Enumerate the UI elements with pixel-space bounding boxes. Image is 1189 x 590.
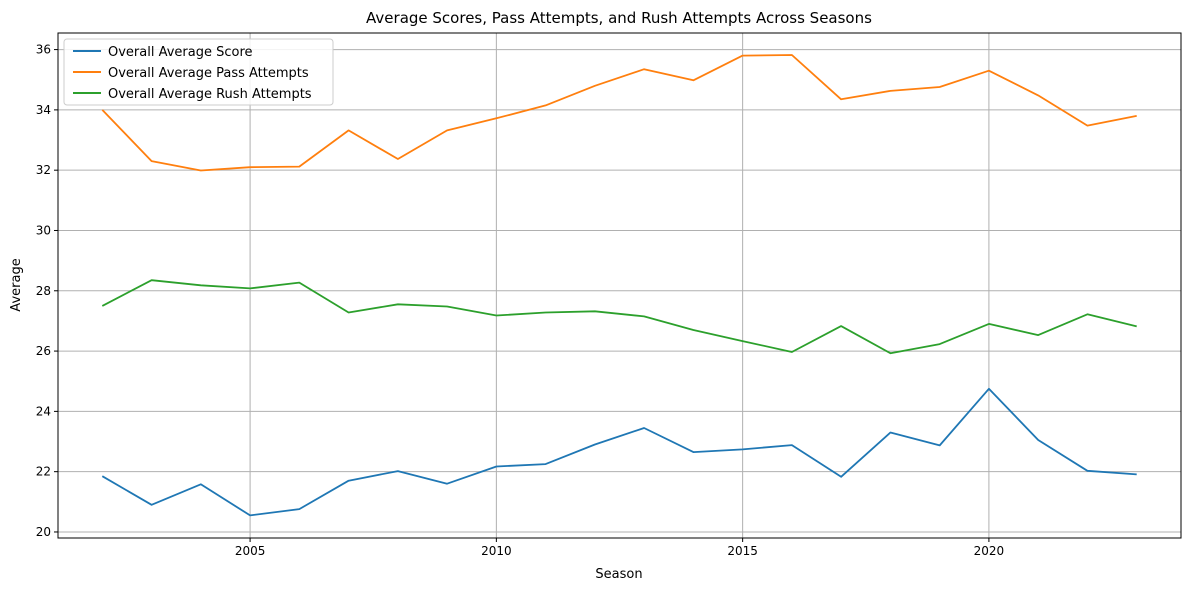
x-tick-label: 2015 bbox=[727, 544, 758, 558]
plot-frame bbox=[57, 32, 1182, 539]
x-axis-ticks: 2005 2010 2015 2020 bbox=[235, 538, 1004, 558]
x-tick-label: 2020 bbox=[974, 544, 1005, 558]
y-tick-label: 22 bbox=[36, 465, 51, 479]
y-tick-label: 36 bbox=[36, 43, 51, 57]
legend: Overall Average Score Overall Average Pa… bbox=[63, 38, 334, 106]
legend-label-rush-attempts: Overall Average Rush Attempts bbox=[108, 87, 312, 102]
legend-box bbox=[63, 38, 334, 106]
grid-layer bbox=[58, 33, 1181, 538]
y-tick-label: 20 bbox=[36, 525, 51, 539]
y-tick-label: 34 bbox=[36, 103, 51, 117]
x-tick-label: 2010 bbox=[481, 544, 512, 558]
series-layer bbox=[101, 54, 1137, 517]
y-tick-label: 24 bbox=[36, 404, 51, 418]
x-axis-label: Season bbox=[595, 567, 642, 582]
y-axis-label: Average bbox=[9, 258, 24, 311]
legend-label-score: Overall Average Score bbox=[108, 45, 253, 60]
y-tick-label: 32 bbox=[36, 163, 51, 177]
y-tick-label: 26 bbox=[36, 344, 51, 358]
chart-title: Average Scores, Pass Attempts, and Rush … bbox=[366, 9, 872, 27]
legend-label-pass-attempts: Overall Average Pass Attempts bbox=[108, 66, 309, 81]
series-line-rush-attempts bbox=[101, 279, 1137, 355]
x-tick-label: 2005 bbox=[235, 544, 266, 558]
y-tick-label: 30 bbox=[36, 223, 51, 237]
y-axis-ticks: 20 22 24 26 28 30 32 34 36 bbox=[36, 43, 58, 539]
y-tick-label: 28 bbox=[36, 284, 51, 298]
series-line-score bbox=[101, 387, 1137, 517]
series-line-pass-attempts bbox=[101, 54, 1137, 172]
